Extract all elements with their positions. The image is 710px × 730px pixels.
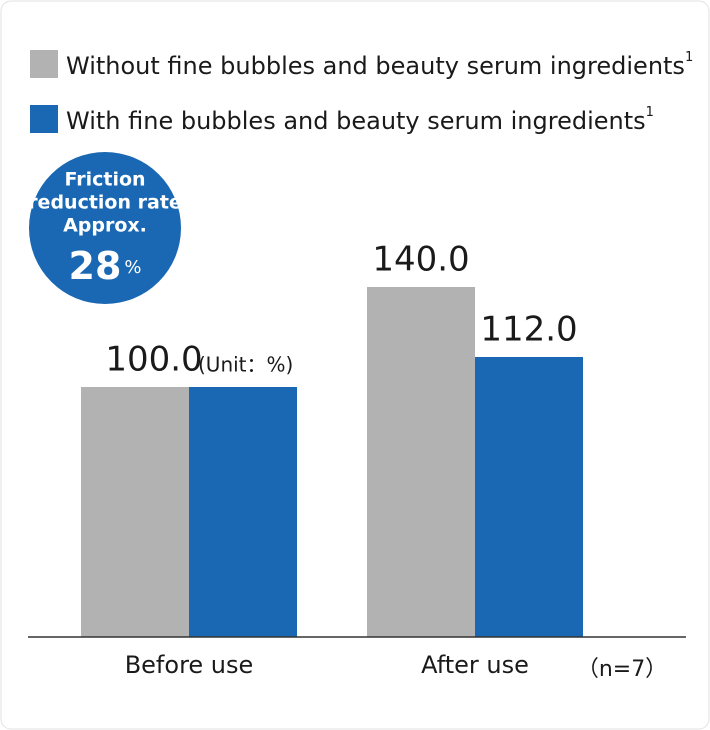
value-label: 100.0 xyxy=(105,340,202,380)
badge-text: reduction rate xyxy=(28,192,182,214)
legend-footnote: 1 xyxy=(646,105,654,120)
legend-footnote: 1 xyxy=(685,50,693,65)
legend-swatch xyxy=(30,105,58,133)
value-label: 112.0 xyxy=(480,310,577,350)
bar xyxy=(475,357,583,637)
badge-circle xyxy=(29,152,181,304)
badge-unit: % xyxy=(124,257,141,278)
bar xyxy=(81,387,189,637)
badge-text: Friction xyxy=(64,169,145,191)
sample-note: （n=7） xyxy=(577,657,667,682)
legend-swatch xyxy=(30,50,58,78)
legend-text: With fine bubbles and beauty serum ingre… xyxy=(66,107,646,135)
badge-text: Approx. xyxy=(63,215,147,237)
badge-value: 28% xyxy=(69,244,142,288)
unit-note: (Unit：%) xyxy=(198,353,293,377)
bar xyxy=(189,387,297,637)
legend-text: Without fine bubbles and beauty serum in… xyxy=(66,52,685,80)
x-tick-label: After use xyxy=(421,651,529,679)
legend-label: Without fine bubbles and beauty serum in… xyxy=(66,50,693,81)
value-label: 140.0 xyxy=(372,240,469,280)
badge-number: 28 xyxy=(69,244,122,288)
x-tick-label: Before use xyxy=(125,651,254,679)
bar xyxy=(367,287,475,637)
legend-label: With fine bubbles and beauty serum ingre… xyxy=(66,105,654,136)
